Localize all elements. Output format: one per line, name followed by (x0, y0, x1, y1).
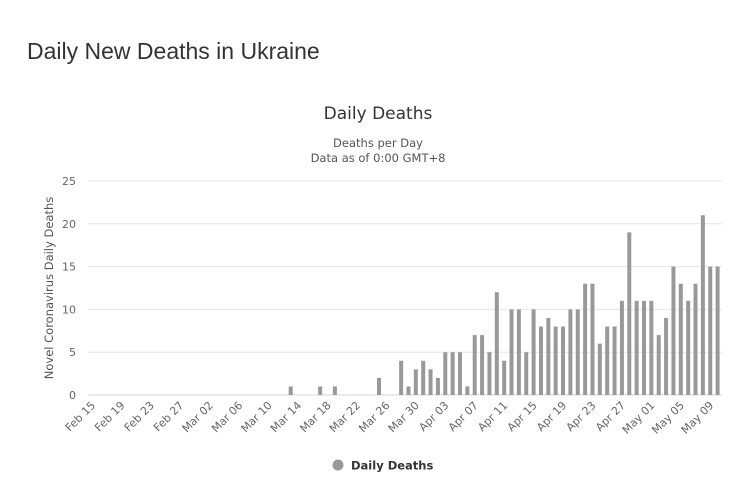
bar-may-09 (708, 266, 713, 395)
bar-apr-27 (619, 300, 624, 395)
page-title: Daily New Deaths in Ukraine (27, 38, 320, 64)
bar-mar-31 (421, 360, 426, 395)
bar-apr-15 (531, 309, 536, 395)
bar-apr-02 (435, 377, 440, 395)
x-tick-label: Feb 27 (151, 399, 186, 434)
x-tick-label: Mar 14 (268, 399, 304, 435)
bar-apr-07 (472, 335, 477, 395)
y-tick-label: 25 (62, 175, 76, 188)
bar-apr-25 (605, 326, 610, 395)
bar-apr-18 (553, 326, 558, 395)
bar-apr-24 (597, 343, 602, 395)
chart-subtitle-1: Deaths per Day (333, 136, 423, 150)
x-tick-label: Apr 19 (534, 399, 569, 434)
legend-label: Daily Deaths (351, 459, 433, 473)
bar-may-10 (715, 266, 720, 395)
x-tick-label: Apr 23 (564, 399, 599, 434)
bar-apr-03 (443, 352, 448, 395)
bar-may-04 (671, 266, 676, 395)
x-tick-label: Apr 03 (416, 399, 451, 434)
bar-mar-30 (413, 369, 418, 395)
bar-apr-09 (487, 352, 492, 395)
bar-apr-17 (546, 317, 551, 395)
x-tick-label: Mar 02 (180, 399, 216, 435)
bar-may-06 (686, 300, 691, 395)
bar-mar-28 (399, 360, 404, 395)
y-tick-label: 5 (69, 346, 76, 359)
bar-apr-05 (458, 352, 462, 395)
bar-apr-14 (524, 352, 529, 395)
bar-apr-01 (428, 369, 433, 395)
y-tick-label: 15 (62, 261, 76, 274)
bar-may-05 (678, 283, 683, 395)
x-tick-label: Mar 06 (209, 399, 245, 435)
bar-may-01 (649, 300, 654, 395)
bar-apr-29 (634, 300, 639, 395)
y-tick-label: 0 (69, 389, 76, 402)
chart-title: Daily Deaths (324, 104, 433, 124)
x-tick-label: Mar 18 (297, 399, 333, 435)
bar-apr-19 (561, 326, 566, 395)
chart-subtitle-2: Data as of 0:00 GMT+8 (311, 151, 446, 165)
bar-apr-16 (538, 326, 543, 395)
x-tick-label: Feb 15 (63, 399, 98, 434)
x-tick-label: Apr 07 (446, 399, 481, 434)
x-tick-label: Apr 11 (475, 399, 510, 434)
bar-may-08 (700, 215, 705, 395)
y-axis-label: Novel Coronavirus Daily Deaths (42, 197, 56, 379)
bar-apr-04 (450, 352, 455, 395)
bar-mar-29 (406, 386, 411, 395)
bar-apr-10 (494, 292, 499, 395)
bar-apr-12 (509, 309, 514, 395)
x-tick-label: Mar 22 (327, 399, 363, 435)
bar-mar-13 (288, 386, 293, 395)
legend-marker (332, 459, 344, 471)
x-tick-label: Mar 10 (239, 399, 275, 435)
bar-apr-11 (502, 360, 507, 395)
bar-apr-26 (612, 326, 617, 395)
x-tick-label: Mar 26 (356, 399, 392, 435)
y-tick-label: 20 (62, 218, 76, 231)
bar-apr-06 (465, 386, 470, 395)
bar-may-02 (656, 335, 661, 395)
bar-may-03 (664, 317, 669, 395)
bar-may-07 (693, 283, 698, 395)
bar-apr-30 (642, 300, 646, 395)
x-tick-label: May 09 (679, 399, 717, 437)
y-tick-label: 10 (62, 303, 76, 316)
bar-mar-17 (318, 386, 323, 395)
bar-apr-13 (516, 309, 521, 395)
bar-apr-28 (627, 232, 632, 395)
x-tick-label: Feb 19 (92, 399, 127, 434)
x-tick-label: Feb 23 (122, 399, 157, 434)
bar-apr-20 (568, 309, 573, 395)
x-tick-label: Apr 15 (505, 399, 540, 434)
bar-apr-08 (480, 335, 485, 395)
bar-mar-25 (377, 377, 382, 395)
x-tick-label: Mar 30 (386, 399, 422, 435)
bar-apr-21 (575, 309, 580, 395)
bar-mar-19 (332, 386, 337, 395)
legend-item-daily-deaths[interactable]: Daily Deaths (332, 459, 434, 473)
bar-apr-22 (583, 283, 588, 395)
bar-apr-23 (590, 283, 595, 395)
